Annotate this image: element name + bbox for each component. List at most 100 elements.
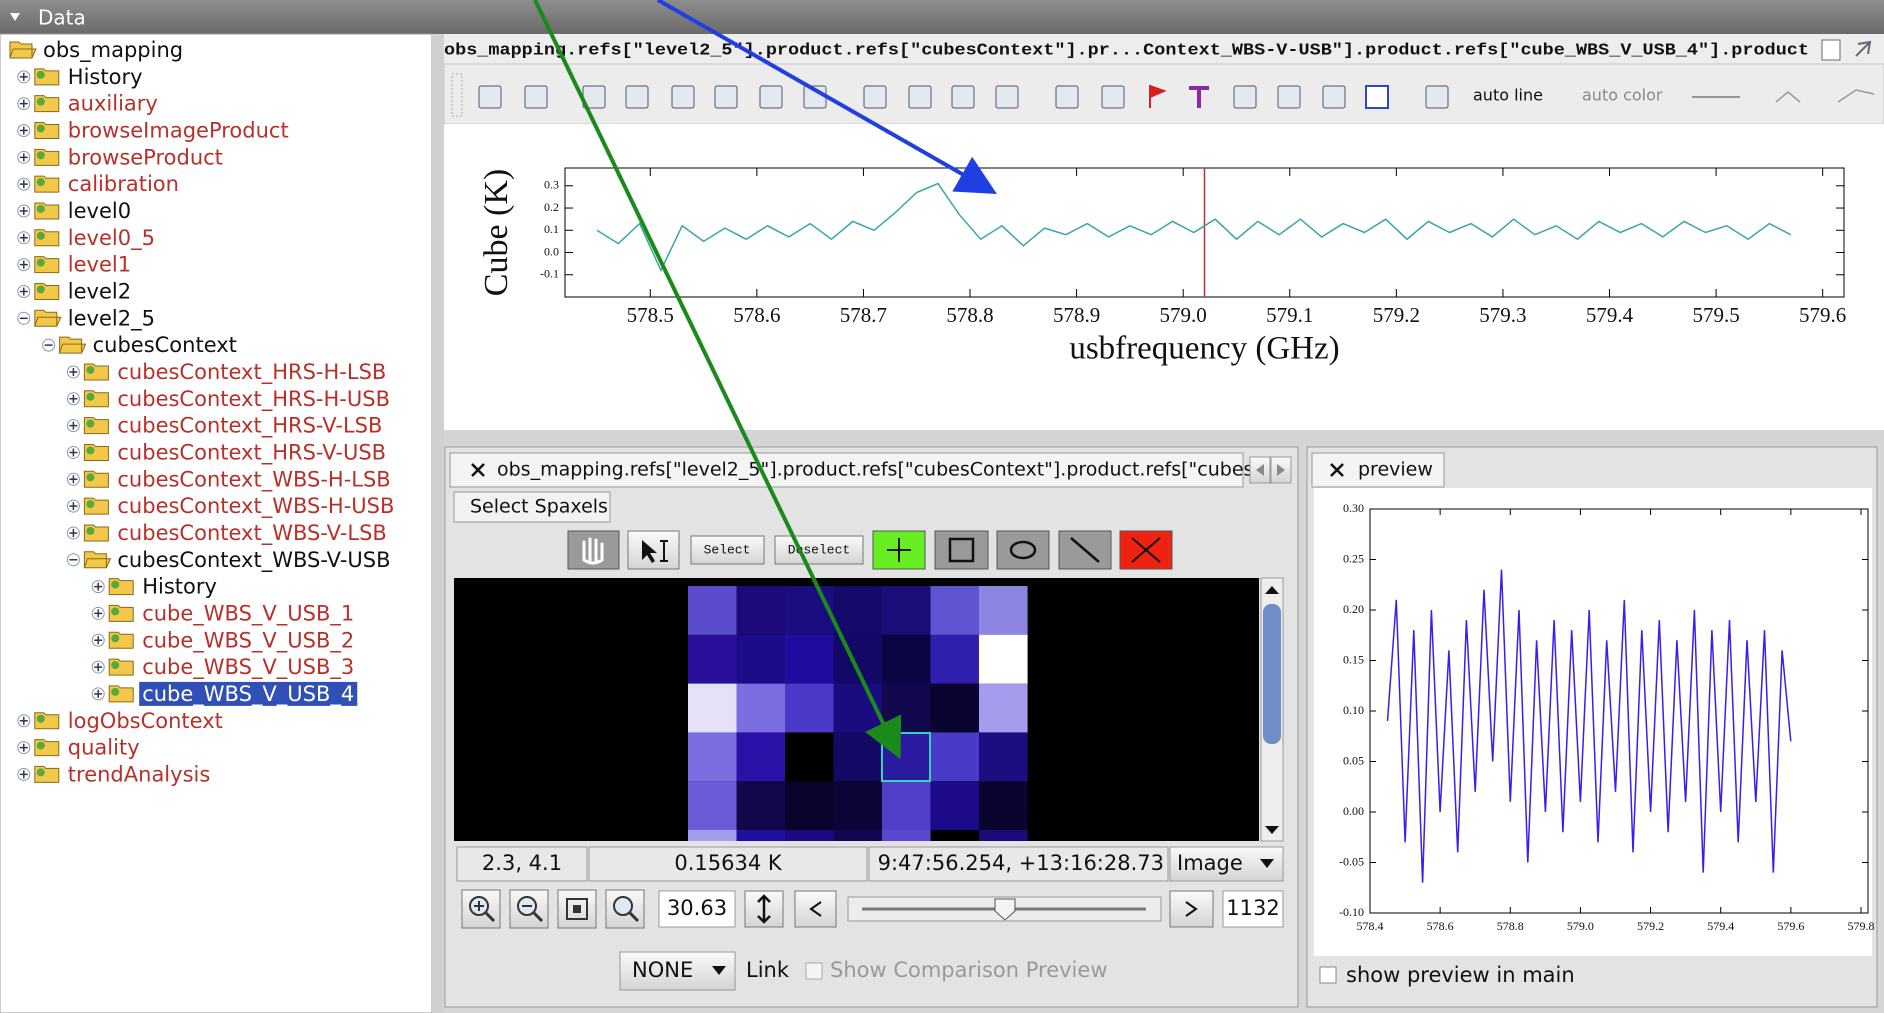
toolbar-icon[interactable]: [672, 86, 694, 108]
spaxel[interactable]: [882, 586, 931, 635]
toolbar-icon[interactable]: [525, 86, 547, 108]
toolbar-icon[interactable]: [952, 86, 974, 108]
toolbar-icon[interactable]: [1426, 86, 1448, 108]
spaxel[interactable]: [785, 635, 834, 684]
prev-slice-button[interactable]: [795, 891, 836, 927]
copy-icon[interactable]: [1822, 40, 1840, 60]
spaxel[interactable]: [785, 586, 834, 635]
comparison-checkbox[interactable]: [806, 963, 822, 979]
spaxel[interactable]: [931, 781, 980, 830]
toolbar-icon[interactable]: [715, 86, 737, 108]
spaxel[interactable]: [931, 635, 980, 684]
toolbar-icon[interactable]: [996, 86, 1018, 108]
tree-label[interactable]: quality: [68, 736, 140, 760]
select-label[interactable]: Select: [704, 542, 751, 557]
tree-label[interactable]: cubesContext_WBS-H-USB: [117, 494, 394, 519]
toolbar-icon[interactable]: [1323, 86, 1345, 108]
tree-label[interactable]: trendAnalysis: [68, 762, 211, 786]
toolbar-icon[interactable]: [864, 86, 886, 108]
spaxel[interactable]: [785, 732, 834, 781]
tree-label[interactable]: calibration: [68, 172, 179, 196]
tree-label[interactable]: History: [142, 575, 217, 599]
tree-label[interactable]: cubesContext_HRS-H-USB: [117, 387, 390, 412]
spaxel[interactable]: [979, 635, 1028, 684]
toolbar-icon[interactable]: [760, 86, 782, 108]
spaxel[interactable]: [737, 684, 786, 733]
tree-label[interactable]: browseImageProduct: [68, 118, 289, 142]
spaxel[interactable]: [688, 635, 737, 684]
tree-label[interactable]: cubesContext: [93, 333, 237, 357]
tab-title[interactable]: preview: [1358, 459, 1433, 481]
toolbar-icon[interactable]: [479, 86, 501, 108]
tree-label[interactable]: cube_WBS_V_USB_2: [142, 628, 354, 653]
toolbar-icon[interactable]: [626, 86, 648, 108]
spaxel[interactable]: [785, 781, 834, 830]
tree-label[interactable]: cubesContext_HRS-H-LSB: [117, 360, 386, 385]
tree-label[interactable]: cube_WBS_V_USB_4: [142, 682, 354, 707]
toolbar-icon[interactable]: [1278, 86, 1300, 108]
spaxel[interactable]: [834, 732, 883, 781]
subtab-title[interactable]: Select Spaxels: [470, 496, 608, 518]
tree-label[interactable]: browseProduct: [68, 145, 223, 169]
spaxel[interactable]: [882, 781, 931, 830]
spaxel[interactable]: [688, 732, 737, 781]
mode-label[interactable]: Image: [1177, 851, 1243, 875]
tree-label[interactable]: level0: [68, 199, 131, 223]
splitter[interactable]: [432, 34, 444, 1013]
spaxel[interactable]: [979, 684, 1028, 733]
spaxel[interactable]: [931, 684, 980, 733]
splitter[interactable]: [444, 430, 1884, 446]
tree-label[interactable]: cubesContext_HRS-V-LSB: [117, 414, 382, 439]
toolbar-icon[interactable]: [1234, 86, 1256, 108]
auto-color[interactable]: auto color: [1582, 86, 1663, 105]
spaxel[interactable]: [688, 586, 737, 635]
auto-line[interactable]: auto line: [1473, 86, 1543, 105]
spaxel[interactable]: [882, 635, 931, 684]
tree-label[interactable]: level2: [68, 279, 131, 303]
preview-checkbox[interactable]: [1320, 967, 1336, 983]
toolbar-icon[interactable]: [909, 86, 931, 108]
link-mode[interactable]: NONE: [632, 958, 693, 982]
spaxel[interactable]: [931, 586, 980, 635]
tree-label[interactable]: logObsContext: [68, 709, 223, 733]
spaxel[interactable]: [979, 781, 1028, 830]
tree-label[interactable]: level2_5: [68, 306, 155, 331]
tree-label[interactable]: cubesContext_HRS-V-USB: [117, 440, 386, 465]
rect-button[interactable]: [935, 531, 988, 569]
tree-label[interactable]: level1: [68, 253, 131, 277]
info-icon[interactable]: [1366, 86, 1388, 108]
next-slice-button[interactable]: [1170, 891, 1213, 927]
folder-icon[interactable]: [84, 552, 110, 568]
comparison-label[interactable]: Show Comparison Preview: [830, 958, 1108, 982]
slice-value[interactable]: 1132: [1226, 896, 1279, 920]
spaxel[interactable]: [979, 732, 1028, 781]
scrollbar-thumb[interactable]: [1263, 604, 1281, 744]
tree-label[interactable]: cubesContext_WBS-V-USB: [117, 548, 390, 573]
tree-label[interactable]: cube_WBS_V_USB_3: [142, 655, 354, 680]
tab-title[interactable]: obs_mapping.refs["level2_5"].product.ref…: [497, 459, 1272, 481]
tree-label[interactable]: auxiliary: [68, 92, 158, 116]
spaxel[interactable]: [785, 684, 834, 733]
spaxel[interactable]: [688, 684, 737, 733]
preview-checkbox-label[interactable]: show preview in main: [1346, 963, 1575, 987]
tree-label[interactable]: level0_5: [68, 226, 155, 251]
folder-icon[interactable]: [60, 337, 86, 353]
spaxel[interactable]: [737, 781, 786, 830]
tree-label[interactable]: cube_WBS_V_USB_1: [142, 601, 354, 626]
folder-icon[interactable]: [35, 310, 61, 326]
spaxel[interactable]: [931, 732, 980, 781]
spaxel[interactable]: [834, 635, 883, 684]
folder-icon[interactable]: [10, 42, 36, 58]
spaxel[interactable]: [882, 684, 931, 733]
spaxel[interactable]: [737, 586, 786, 635]
tree-label[interactable]: obs_mapping: [43, 38, 183, 63]
spaxel[interactable]: [737, 732, 786, 781]
tree-label[interactable]: cubesContext_WBS-V-LSB: [117, 521, 386, 546]
spaxel[interactable]: [979, 586, 1028, 635]
tree-label[interactable]: History: [68, 65, 143, 89]
spaxel[interactable]: [834, 586, 883, 635]
toolbar-icon[interactable]: [1102, 86, 1124, 108]
tree-label[interactable]: cubesContext_WBS-H-LSB: [117, 467, 390, 492]
toolbar-icon[interactable]: [1056, 86, 1078, 108]
spaxel[interactable]: [688, 781, 737, 830]
